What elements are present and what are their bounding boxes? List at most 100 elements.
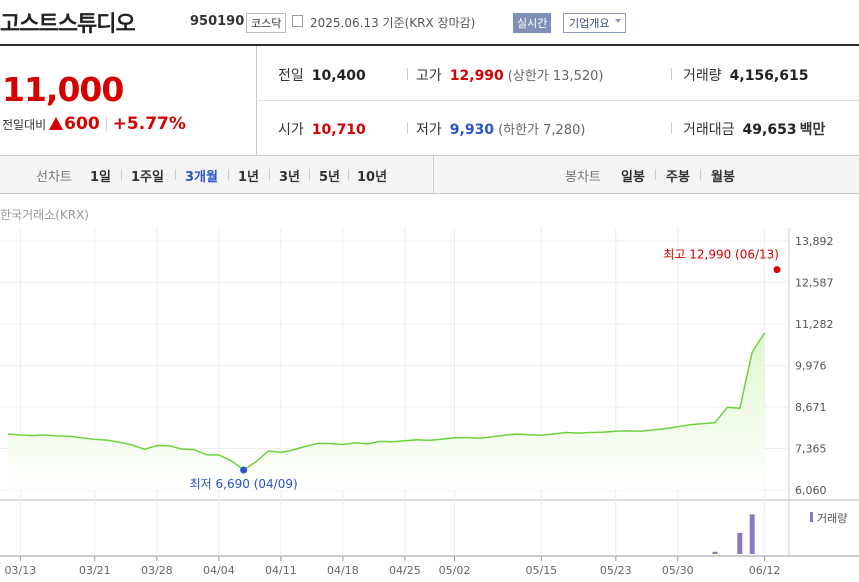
volume-legend-swatch <box>810 512 813 522</box>
chevron-down-icon <box>615 19 622 23</box>
x-tick-label: 05/15 <box>525 564 557 577</box>
tab-weekly[interactable]: 주봉 <box>666 170 690 185</box>
divider <box>655 169 656 180</box>
divider <box>175 169 176 180</box>
volume-bar <box>749 514 755 554</box>
tab-1d[interactable]: 1일 <box>90 170 112 185</box>
high-value: 12,990 <box>449 68 504 84</box>
trade-amount: 거래대금 49,653 백만 <box>683 119 825 139</box>
realtime-button[interactable]: 실시간 <box>513 13 552 33</box>
prev-close-value: 10,400 <box>311 68 366 84</box>
stock-header: 고스트스튜디오 950190 코스닥 2025.06.13 기준(KRX 장마감… <box>0 0 859 46</box>
x-tick-label: 03/21 <box>79 564 111 577</box>
tab-1w[interactable]: 1주일 <box>131 170 164 185</box>
divider <box>348 169 349 180</box>
low-point <box>240 466 248 474</box>
candle-chart-label: 봉차트 <box>565 170 601 185</box>
divider <box>269 169 270 180</box>
x-tick-label: 04/25 <box>389 564 421 577</box>
quote-panel: 11,000 전일대비 600 +5.77% 전일 10,400 고가 12,990 (상… <box>0 46 859 156</box>
low-annotation: 최저 6,690 (04/09) <box>190 477 298 491</box>
open-value: 10,710 <box>311 122 366 138</box>
calendar-icon <box>292 15 303 27</box>
chart-tabs: 선차트 1일 1주일 3개월 1년 3년 5년 10년 봉차트 일봉 주봉 월봉 <box>0 156 859 194</box>
tab-daily[interactable]: 일봉 <box>621 170 645 185</box>
y-tick-label: 9,976 <box>795 360 827 373</box>
x-tick-label: 05/23 <box>600 564 632 577</box>
amount-value: 49,653 <box>742 122 797 138</box>
change-rate: +5.77% <box>112 114 186 134</box>
x-tick-label: 04/04 <box>203 564 235 577</box>
x-tick-label: 05/30 <box>662 564 694 577</box>
volume-bar <box>712 551 718 554</box>
change-amount: 600 <box>64 114 100 134</box>
volume-label: 거래량 <box>683 68 722 84</box>
high-label: 고가 <box>416 68 442 84</box>
volume-bar <box>737 532 743 554</box>
prev-close: 전일 10,400 <box>278 65 366 85</box>
volume-value: 4,156,615 <box>729 68 809 84</box>
open-price: 시가 10,710 <box>278 119 366 139</box>
quote-date: 2025.06.13 기준(KRX 장마감) <box>310 16 476 30</box>
price-area <box>8 332 765 490</box>
x-tick-label: 05/02 <box>439 564 471 577</box>
volume-legend-label: 거래량 <box>817 512 847 525</box>
lower-limit-label: (하한가 <box>498 123 540 138</box>
amount-unit: 백만 <box>799 122 826 138</box>
x-tick-label: 04/11 <box>265 564 297 577</box>
change-label: 전일대비 <box>2 118 47 132</box>
divider <box>671 68 672 80</box>
divider <box>228 169 229 180</box>
stock-code: 950190 <box>190 14 245 29</box>
tab-3y[interactable]: 3년 <box>279 170 301 185</box>
lower-limit: (하한가 7,280) <box>498 123 585 138</box>
tab-3m[interactable]: 3개월 <box>185 170 218 185</box>
x-tick-label: 04/18 <box>327 564 359 577</box>
x-tick-label: 06/12 <box>749 564 781 577</box>
high-point <box>773 266 781 274</box>
stock-name: 고스트스튜디오 <box>0 12 136 37</box>
price-line <box>7 332 766 471</box>
low-value: 9,930 <box>449 122 495 138</box>
tab-1y[interactable]: 1년 <box>238 170 260 185</box>
corp-info-dropdown[interactable]: 기업개요 <box>563 13 627 33</box>
divider <box>309 169 310 180</box>
current-price: 11,000 <box>2 70 124 109</box>
volume: 거래량 4,156,615 <box>683 65 808 85</box>
divider <box>700 169 701 180</box>
tab-5y[interactable]: 5년 <box>319 170 341 185</box>
divider <box>433 156 434 193</box>
market-badge: 코스닥 <box>246 13 287 33</box>
open-label: 시가 <box>278 122 304 138</box>
tab-10y[interactable]: 10년 <box>357 170 388 185</box>
x-tick-label: 03/13 <box>5 564 37 577</box>
divider <box>105 117 107 131</box>
price-change: 전일대비 600 +5.77% <box>2 114 186 134</box>
tab-monthly[interactable]: 월봉 <box>711 170 735 185</box>
day-low: 저가 9,930 (하한가 7,280) <box>416 119 585 139</box>
high-annotation: 최고 12,990 (06/13) <box>663 248 779 262</box>
divider <box>671 122 672 134</box>
divider <box>256 100 859 101</box>
up-triangle-icon <box>49 117 64 130</box>
low-label: 저가 <box>416 122 442 138</box>
divider <box>407 68 408 80</box>
y-tick-label: 7,365 <box>795 443 827 456</box>
lower-limit-value: 7,280) <box>543 123 586 138</box>
line-chart-label: 선차트 <box>36 170 72 185</box>
amount-label: 거래대금 <box>683 122 735 138</box>
divider <box>121 169 122 180</box>
exchange-label: 한국거래소(KRX) <box>0 208 89 222</box>
day-high: 고가 12,990 (상한가 13,520) <box>416 65 603 85</box>
x-tick-label: 03/28 <box>141 564 173 577</box>
y-tick-label: 8,671 <box>795 401 827 414</box>
upper-limit-label: (상한가 <box>507 69 549 84</box>
divider <box>407 122 408 134</box>
y-tick-label: 12,587 <box>795 276 834 289</box>
y-tick-label: 6,060 <box>795 484 827 497</box>
corp-info-label: 기업개요 <box>569 17 610 30</box>
y-tick-label: 11,282 <box>795 318 834 331</box>
prev-close-label: 전일 <box>278 68 304 84</box>
upper-limit: (상한가 13,520) <box>508 69 604 84</box>
